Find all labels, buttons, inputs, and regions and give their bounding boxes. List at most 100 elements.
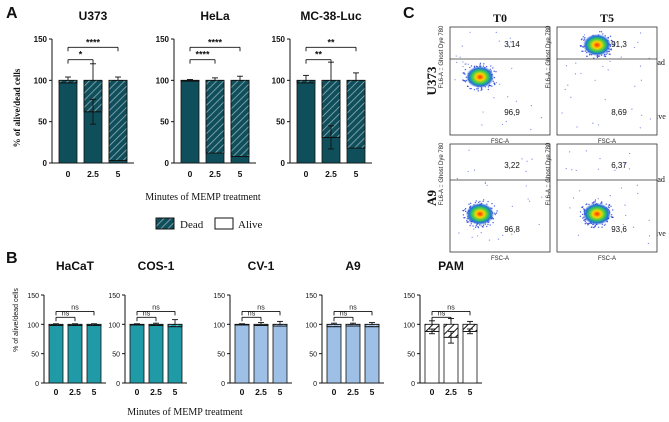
flow-event: [515, 100, 517, 102]
flow-event: [497, 238, 500, 240]
flow-event: [579, 211, 582, 213]
flow-event: [608, 50, 611, 53]
flow-event: [585, 150, 587, 152]
sig-label: ****: [86, 37, 101, 47]
chart-a-hela: 0 50 100 150 HeLa 0 2.5 5 **** ****: [156, 9, 256, 179]
x-tick-label-0: 0: [240, 387, 245, 397]
flow-event: [456, 61, 458, 63]
x-tick-label-5: 5: [116, 169, 121, 179]
flow-y-axis-label: FL6-A :: Ghost Dye 780: [546, 142, 552, 205]
flow-event: [458, 232, 460, 234]
bar-dead-hatch-0: [234, 323, 250, 326]
flow-x-axis-label: FSC-A: [491, 256, 509, 262]
flow-event: [588, 222, 590, 225]
flow-event: [473, 65, 476, 67]
y-tick-label: 100: [156, 76, 170, 85]
chart-title: HaCaT: [56, 259, 95, 273]
bar-alive-0: [296, 82, 316, 164]
flow-event: [622, 223, 624, 226]
bar-alive-5: [346, 147, 366, 164]
sig-label: ns: [152, 304, 160, 311]
flow-col-title-t0: T0: [493, 11, 507, 25]
bar-dead-hatch-2.5: [67, 323, 83, 326]
panel-a-x-axis-title: Minutes of MEMP treatment: [145, 192, 261, 203]
flow-density-core: [466, 66, 494, 88]
flow-event: [648, 57, 650, 60]
flow-x-axis-label: FSC-A: [598, 139, 616, 145]
bar-alive-0: [326, 326, 342, 384]
y-tick-label: 150: [27, 293, 39, 300]
flow-event: [609, 60, 611, 62]
flow-event: [487, 88, 490, 91]
flow-event: [611, 209, 614, 211]
flow-event: [511, 233, 513, 235]
flow-event: [641, 114, 643, 116]
sig-label: **: [315, 50, 323, 60]
flow-event: [577, 234, 580, 236]
bar-alive-0: [58, 82, 78, 164]
x-tick-label-0: 0: [430, 387, 435, 397]
x-tick-label-2.5: 2.5: [347, 387, 359, 397]
y-tick-label: 0: [411, 381, 415, 388]
flow-event: [623, 163, 626, 165]
flow-event: [492, 67, 494, 69]
flow-alive-value: 96,9: [504, 108, 520, 117]
flow-event: [462, 65, 464, 68]
flow-event: [488, 239, 491, 241]
x-tick-label-0: 0: [135, 387, 140, 397]
flow-event: [637, 41, 639, 43]
bar-dead-hatch-5: [167, 323, 183, 328]
flow-event: [580, 39, 583, 41]
flow-event: [597, 198, 599, 200]
flow-event: [603, 224, 606, 226]
bar-alive-5: [272, 325, 288, 384]
flow-event: [495, 82, 498, 84]
flow-event: [464, 80, 466, 82]
flow-event: [583, 38, 586, 40]
flow-event: [593, 226, 595, 229]
x-tick-label-5: 5: [278, 387, 283, 397]
flow-event: [596, 56, 599, 59]
chart-title: U373: [79, 9, 108, 23]
y-tick-label: 50: [217, 352, 225, 359]
x-tick-label-2.5: 2.5: [69, 387, 81, 397]
x-tick-label-0: 0: [66, 169, 71, 179]
flow-event: [521, 158, 523, 160]
y-tick-label: 100: [305, 322, 317, 329]
panel-label-b: B: [6, 250, 18, 267]
x-tick-label-0: 0: [304, 169, 309, 179]
flow-event: [461, 45, 463, 47]
flow-event: [505, 120, 507, 123]
flow-event: [493, 70, 495, 72]
y-tick-label: 0: [221, 381, 225, 388]
flow-event: [491, 85, 493, 87]
flow-event: [470, 87, 472, 90]
bar-dead-hatch-0: [129, 323, 145, 326]
flow-dead-value: 6,37: [611, 161, 627, 170]
x-tick-label-5: 5: [468, 387, 473, 397]
flow-event: [475, 225, 478, 227]
y-tick-label: 50: [309, 352, 317, 359]
flow-event: [476, 235, 479, 237]
bar-alive-0: [234, 324, 250, 384]
flow-event: [599, 157, 601, 160]
bar-alive-2.5: [148, 325, 164, 384]
flow-event: [613, 44, 615, 46]
flow-event: [464, 210, 467, 213]
flow-event: [597, 168, 599, 170]
bar-alive-0: [129, 324, 145, 384]
flow-event: [479, 64, 481, 66]
flow-event: [495, 31, 497, 33]
flow-event: [639, 32, 642, 34]
flow-event: [614, 169, 616, 171]
y-tick-label: 100: [272, 76, 286, 85]
flow-event: [582, 217, 584, 219]
flow-event: [487, 200, 489, 203]
x-tick-label-2.5: 2.5: [87, 169, 99, 179]
flow-event: [464, 63, 466, 65]
bar-dead-hatch-5: [86, 323, 102, 326]
flow-event: [466, 221, 468, 223]
flow-event: [610, 214, 613, 216]
